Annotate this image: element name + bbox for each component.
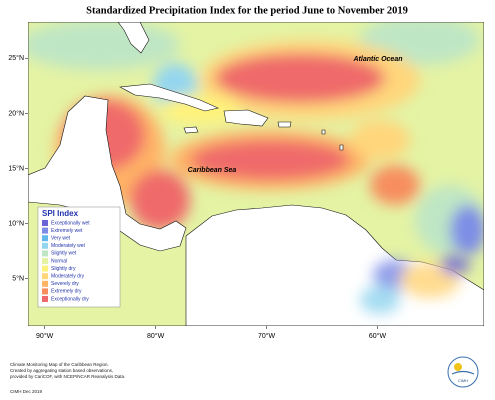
legend-label: Moderately wet: [51, 243, 86, 249]
legend-swatch: [42, 242, 48, 249]
legend-swatch: [42, 220, 48, 226]
legend-swatch: [42, 235, 48, 242]
lon-tick-label: 90°W: [36, 332, 54, 340]
ocean-label: Atlantic Ocean: [352, 56, 402, 63]
legend-label: Extremely wet: [51, 228, 83, 234]
map-field: [28, 22, 484, 326]
legend-label: Extremely dry: [51, 289, 82, 295]
footer-credit: CIMH Dec 2019: [10, 389, 43, 394]
legend-label: Exceptionally dry: [51, 296, 89, 302]
legend-swatch: [42, 273, 48, 280]
legend-swatch: [42, 296, 48, 302]
legend-swatch: [42, 258, 48, 264]
lat-tick-label: 5°N: [12, 274, 24, 282]
legend: SPI Index Exceptionally wet Extremely wet…: [37, 206, 121, 308]
lon-tick-label: 80°W: [147, 332, 165, 340]
legend-swatch: [42, 250, 48, 257]
legend-title: SPI Index: [42, 209, 79, 218]
title: Standardized Precipitation Index for the…: [86, 5, 408, 16]
footer-note: Climate Monitoring Map of the Caribbean …: [10, 362, 109, 367]
legend-label: Slightly wet: [51, 251, 77, 257]
legend-label: Slightly dry: [51, 266, 76, 272]
lon-tick-label: 70°W: [258, 332, 276, 340]
lon-tick-label: 60°W: [369, 332, 387, 340]
legend-label: Exceptionally wet: [51, 220, 90, 226]
legend-label: Very wet: [51, 236, 71, 242]
logo-text: CIMH: [458, 378, 468, 383]
footer-note: provided by CariCOF, with NCEP/NCAR Rean…: [10, 374, 125, 379]
legend-swatch: [42, 288, 48, 295]
lat-tick-label: 25°N: [8, 54, 24, 62]
legend-swatch: [42, 265, 48, 272]
sea-label: Caribbean Sea: [188, 167, 237, 174]
legend-label: Moderately dry: [51, 274, 85, 280]
footer-note: Created by aggregating station based obs…: [10, 368, 113, 373]
legend-label: Severely dry: [51, 281, 79, 287]
legend-swatch: [42, 227, 48, 234]
lat-tick-label: 15°N: [8, 164, 24, 172]
legend-label: Normal: [51, 258, 67, 264]
lat-tick-label: 20°N: [8, 109, 24, 117]
legend-swatch: [42, 280, 48, 287]
lat-tick-label: 10°N: [8, 219, 24, 227]
